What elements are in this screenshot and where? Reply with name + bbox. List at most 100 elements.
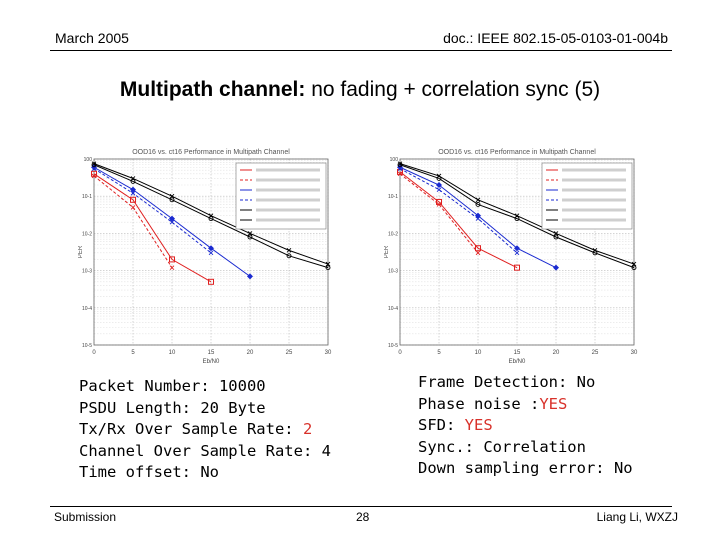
series-2-point (436, 182, 442, 189)
legend-entry (562, 168, 626, 172)
legend-entry (562, 198, 626, 202)
x-tick-label: 15 (208, 350, 215, 356)
x-tick-label: 10 (475, 350, 482, 356)
series-4-line (399, 164, 635, 269)
param-psdu-length: PSDU Length: 20 Byte (79, 398, 266, 417)
series-0-point (514, 264, 520, 271)
legend-entry (562, 218, 626, 222)
param-phase-noise: Phase noise :YES (418, 394, 633, 416)
series-0-point (475, 245, 481, 252)
legend-entry (256, 188, 320, 192)
series-4-point (208, 216, 214, 222)
per-plot-right: OOD16 vs. ct16 Performance in Multipath … (384, 143, 646, 365)
series-4-point (475, 202, 481, 207)
param-phase-noise-label: Phase noise : (418, 394, 540, 413)
param-sync: Sync.: Correlation (418, 437, 586, 456)
series-3-point (436, 187, 442, 192)
legend-entry (256, 178, 320, 182)
x-tick-label: 25 (286, 350, 293, 356)
series-4-point (130, 178, 136, 184)
plot-frame (93, 158, 329, 346)
y-tick-label: 100 (84, 157, 93, 163)
y-tick-label: 10-1 (388, 194, 398, 200)
x-tick-label: 5 (437, 350, 441, 356)
chart-0-body: OOD16 vs. ct16 Performance in Multipath … (78, 149, 332, 365)
x-tick-label: 30 (325, 350, 332, 356)
series-4-point (325, 265, 331, 271)
param-txrx-oversample: Tx/Rx Over Sample Rate: 2 (79, 419, 331, 441)
series-0-point (169, 256, 175, 263)
series-1-point (169, 265, 175, 270)
series-2-point (247, 273, 253, 280)
y-tick-label: 10-2 (82, 231, 92, 237)
series-5-point (247, 231, 253, 236)
x-tick-label: 15 (514, 350, 521, 356)
series-5-point (91, 161, 97, 166)
x-tick-label: 20 (247, 350, 254, 356)
series-5-point (397, 161, 403, 166)
param-time-offset: Time offset: No (79, 463, 219, 481)
series-1-point (130, 205, 136, 210)
chart-1-body: OOD16 vs. ct16 Performance in Multipath … (384, 149, 638, 365)
series-1-point (475, 250, 481, 256)
legend-entry (562, 178, 626, 182)
y-tick-label: 100 (390, 157, 399, 163)
series-4-point (514, 216, 520, 222)
series-3-point (169, 219, 175, 225)
series-3-point (475, 216, 481, 221)
y-axis-label: PER (384, 245, 390, 258)
series-5-point (553, 231, 559, 236)
y-tick-label: 10-3 (388, 269, 398, 275)
series-5-point (169, 193, 175, 199)
legend-entry (562, 208, 626, 212)
chart-legend (541, 162, 633, 230)
header-doc-id: doc.: IEEE 802.15-05-0103-01-004b (443, 30, 668, 46)
per-chart-right: OOD16 vs. ct16 Performance in Multipath … (384, 149, 638, 365)
series-5-point (130, 176, 136, 181)
param-sfd-label: SFD: (418, 416, 465, 434)
param-sfd: SFD: YES (418, 415, 633, 437)
simulation-params-right: Frame Detection: No Phase noise :YES SFD… (418, 372, 633, 480)
series-5-point (475, 197, 481, 203)
chart-title: OOD16 vs. ct16 Performance in Multipath … (438, 149, 596, 156)
series-5-point (208, 213, 214, 218)
x-tick-label: 10 (169, 350, 176, 356)
slide-title: Multipath channel: no fading + correlati… (0, 78, 720, 102)
param-packet-number: Packet Number: 10000 (79, 377, 266, 395)
series-0-point (208, 278, 214, 285)
param-sfd-value: YES (464, 416, 493, 434)
y-tick-label: 10-5 (388, 343, 398, 349)
series-4-point (631, 265, 637, 271)
series-1-point (397, 171, 403, 177)
param-channel-oversample: Channel Over Sample Rate: 4 (79, 441, 331, 460)
series-4-point (247, 234, 253, 240)
simulation-params-left: Packet Number: 10000 PSDU Length: 20 Byt… (79, 376, 331, 484)
y-tick-label: 10-3 (82, 269, 92, 275)
series-0-line (93, 173, 212, 283)
series-1-point (91, 173, 97, 179)
param-frame-detection: Frame Detection: No (418, 373, 596, 391)
series-5-point (325, 261, 331, 267)
header-date: March 2005 (55, 30, 129, 46)
x-tick-label: 0 (92, 350, 96, 356)
series-5-point (631, 261, 637, 267)
y-axis-label: PER (78, 245, 84, 258)
series-3-point (208, 250, 214, 256)
legend-entry (256, 198, 320, 202)
series-4-point (169, 197, 175, 203)
series-3-line (93, 168, 212, 254)
y-tick-label: 10-2 (388, 231, 398, 237)
footer-author: Liang Li, WXZJ (596, 510, 678, 524)
y-tick-label: 10-1 (82, 194, 92, 200)
x-axis-label: Eb/N0 (203, 359, 220, 365)
per-chart-left: OOD16 vs. ct16 Performance in Multipath … (78, 149, 332, 365)
series-3-point (130, 190, 136, 196)
y-tick-label: 10-4 (82, 306, 92, 312)
series-2-point (130, 186, 136, 193)
legend-entry (256, 168, 320, 172)
series-5-point (286, 248, 292, 253)
series-4-point (286, 253, 292, 259)
legend-frame (235, 162, 327, 230)
param-phase-noise-value: YES (539, 394, 568, 413)
series-4-point (553, 234, 559, 240)
